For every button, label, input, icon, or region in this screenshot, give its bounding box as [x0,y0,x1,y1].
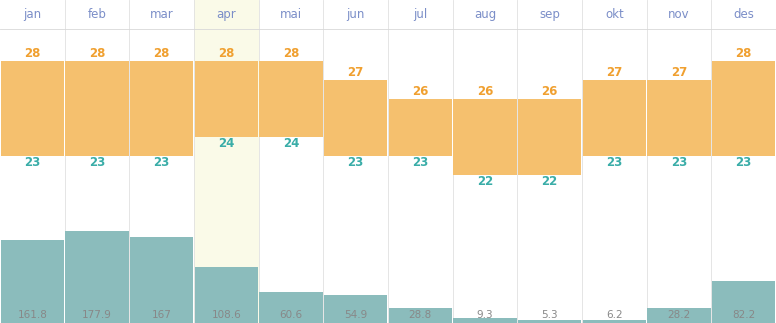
Text: 23: 23 [154,156,170,170]
Bar [518,320,581,323]
Bar [453,99,517,175]
Text: nov: nov [668,8,690,21]
Text: okt: okt [605,8,624,21]
Text: 27: 27 [348,66,364,79]
Text: 6.2: 6.2 [606,310,622,320]
Text: 22: 22 [477,175,493,188]
Bar [453,318,517,323]
Bar [389,99,452,156]
Text: 23: 23 [412,156,428,170]
Text: 54.9: 54.9 [344,310,367,320]
Text: 28: 28 [282,47,300,60]
Text: 161.8: 161.8 [17,310,47,320]
Text: 22: 22 [542,175,558,188]
Text: mai: mai [280,8,302,21]
Text: jul: jul [413,8,428,21]
Bar [389,308,452,323]
Text: jun: jun [346,8,365,21]
Bar [712,61,775,156]
Text: 27: 27 [671,66,687,79]
Text: 60.6: 60.6 [279,310,303,320]
Text: apr: apr [217,8,236,21]
Bar [65,232,129,323]
Bar [1,240,64,323]
Bar [712,281,775,323]
Text: 23: 23 [671,156,687,170]
Text: 28: 28 [218,47,234,60]
Text: 5.3: 5.3 [542,310,558,320]
Text: 26: 26 [412,85,428,98]
Text: mar: mar [150,8,174,21]
Text: 23: 23 [606,156,622,170]
Bar [518,99,581,175]
Bar [65,61,129,156]
Text: 167: 167 [152,310,171,320]
Bar [324,80,387,156]
Text: 24: 24 [218,138,234,151]
Text: 23: 23 [24,156,40,170]
Text: 26: 26 [542,85,558,98]
Text: 23: 23 [736,156,752,170]
Text: aug: aug [474,8,496,21]
Bar [194,0,258,323]
Bar [647,80,711,156]
Text: 28.8: 28.8 [409,310,432,320]
Text: 108.6: 108.6 [211,310,241,320]
Text: 28: 28 [88,47,106,60]
Text: 82.2: 82.2 [732,310,755,320]
Text: 177.9: 177.9 [82,310,112,320]
Bar [647,308,711,323]
Text: 28: 28 [154,47,170,60]
Bar [259,292,323,323]
Bar [324,295,387,323]
Text: 24: 24 [282,138,300,151]
Bar [583,80,646,156]
Text: 28: 28 [736,47,752,60]
Text: sep: sep [539,8,560,21]
Bar [195,61,258,137]
Bar [130,237,193,323]
Text: 26: 26 [476,85,494,98]
Bar [195,267,258,323]
Bar [1,61,64,156]
Text: jan: jan [23,8,41,21]
Text: 27: 27 [606,66,622,79]
Text: 23: 23 [348,156,364,170]
Text: des: des [733,8,754,21]
Bar [130,61,193,156]
Text: 28.2: 28.2 [667,310,691,320]
Bar [583,320,646,323]
Bar [259,61,323,137]
Text: 28: 28 [24,47,40,60]
Text: 23: 23 [89,156,105,170]
Text: 9.3: 9.3 [476,310,494,320]
Text: feb: feb [88,8,106,21]
